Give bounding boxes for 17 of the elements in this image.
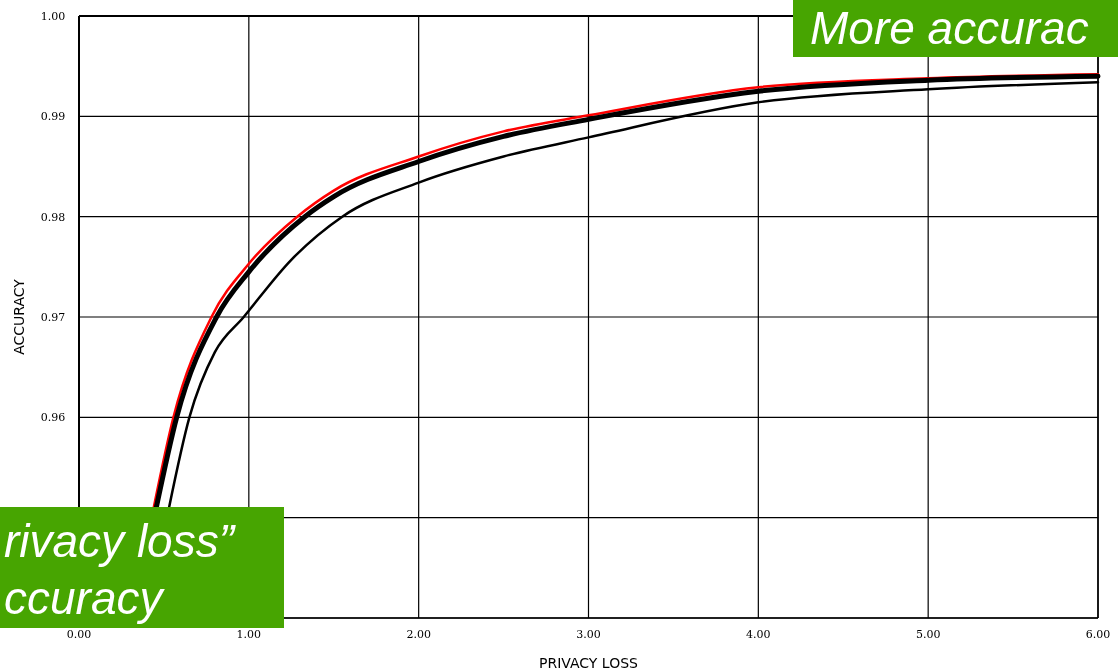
x-tick-label: 1.00	[236, 628, 262, 641]
y-tick-label: 0.97	[40, 311, 66, 324]
x-tick-label: 4.00	[746, 628, 771, 641]
y-tick-label: 0.96	[40, 411, 66, 425]
x-axis-title: PRIVACY LOSS	[539, 655, 639, 671]
y-axis-title: ACCURACY	[11, 278, 27, 355]
x-tick-label: 0.00	[66, 628, 92, 641]
y-tick-label: 0.98	[40, 210, 66, 224]
annotation: rivacy loss”	[4, 515, 237, 567]
annotation: More accurac	[810, 2, 1089, 54]
x-tick-label: 2.00	[406, 628, 431, 641]
x-tick-label: 6.00	[1085, 628, 1111, 641]
x-tick-label: 5.00	[915, 628, 941, 641]
y-tick-label: 1.00	[40, 10, 66, 23]
annotation: ccuracy	[4, 572, 166, 624]
y-tick-label: 0.99	[40, 110, 66, 124]
x-tick-label: 3.00	[576, 628, 601, 641]
